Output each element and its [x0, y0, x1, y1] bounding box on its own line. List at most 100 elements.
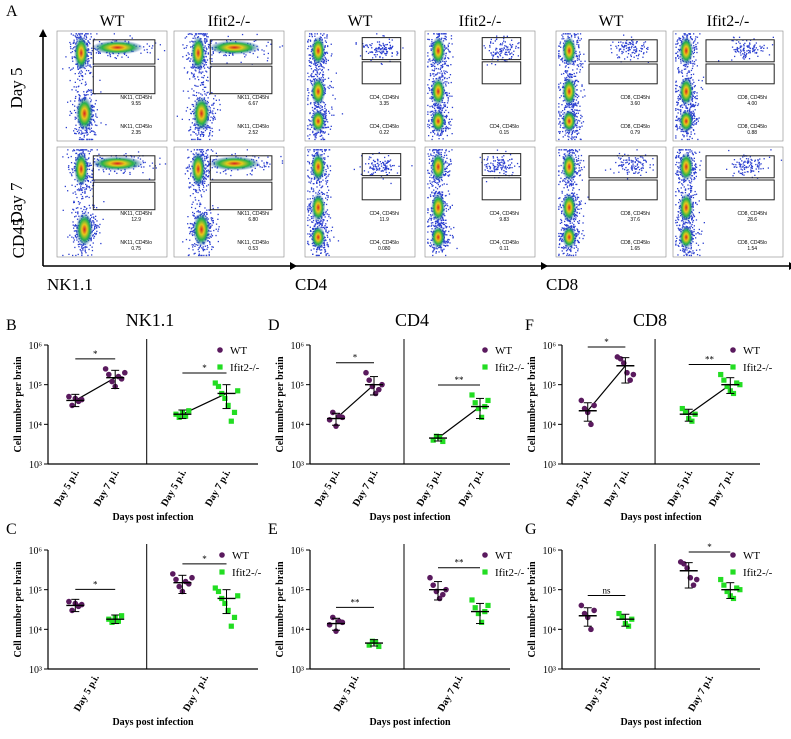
flow-dot	[245, 155, 248, 158]
flow-dot	[91, 93, 94, 95]
flow-dot	[203, 134, 205, 136]
flow-dot	[92, 204, 94, 206]
flow-dot	[89, 175, 91, 177]
flow-dot	[376, 169, 378, 171]
flow-dot	[440, 70, 442, 72]
flow-dot	[450, 124, 452, 126]
flow-dot	[371, 167, 373, 169]
flow-dot	[322, 132, 324, 134]
flow-dot	[204, 59, 206, 61]
flow-dot	[99, 52, 101, 54]
flow-dot	[211, 40, 213, 42]
flow-dot	[65, 56, 67, 58]
flow-dot	[88, 138, 90, 141]
flow-dot	[87, 64, 89, 67]
flow-dot	[212, 104, 214, 106]
flow-density-hotspot	[311, 77, 326, 106]
flow-dot	[218, 99, 220, 101]
flow-dot	[373, 160, 376, 163]
flow-dot	[267, 156, 269, 158]
flow-dot	[74, 132, 76, 134]
flow-dot	[211, 131, 214, 133]
y-marker-label: CD45	[9, 218, 28, 259]
flow-dot	[309, 233, 311, 235]
flow-dot	[494, 64, 497, 66]
flow-dot	[327, 155, 329, 158]
flow-dot	[99, 223, 101, 226]
flow-dot	[447, 45, 449, 48]
flow-dot	[433, 73, 435, 75]
flow-dot	[203, 156, 206, 158]
flow-dot	[211, 122, 213, 124]
flow-dot	[92, 235, 94, 237]
flow-dot	[64, 185, 66, 188]
flow-dot	[428, 88, 431, 90]
flow-dot	[192, 246, 194, 248]
flow-dot	[176, 115, 178, 117]
flow-dot	[79, 202, 81, 204]
flow-dot	[192, 244, 194, 246]
flow-dot	[203, 40, 206, 42]
flow-dot	[370, 174, 372, 176]
flow-dot	[200, 71, 202, 73]
flow-dot	[71, 168, 73, 170]
flow-dot	[323, 243, 326, 245]
flow-dot	[365, 50, 368, 53]
flow-dot	[375, 49, 377, 51]
flow-dot	[429, 58, 431, 60]
gate-lower	[92, 65, 156, 95]
flow-dot	[509, 53, 511, 55]
flow-dot	[324, 251, 326, 253]
flow-dot	[74, 116, 76, 118]
flow-dot	[252, 52, 254, 55]
flow-dot	[307, 233, 309, 235]
flow-dot	[327, 121, 329, 123]
flow-dot	[266, 163, 268, 165]
flow-dot	[322, 80, 324, 82]
flow-dot	[307, 127, 309, 130]
flow-dot	[81, 191, 84, 194]
flow-dot	[327, 195, 329, 197]
flow-dot	[388, 168, 390, 170]
flow-dot	[383, 45, 386, 48]
flow-dot	[211, 235, 214, 237]
flow-dot	[448, 118, 451, 120]
flow-dot	[432, 78, 434, 80]
flow-dot	[263, 164, 265, 166]
flow-dot	[265, 165, 267, 168]
flow-dot	[323, 193, 326, 195]
flow-dot	[333, 114, 335, 116]
flow-dot	[191, 233, 193, 235]
flow-dot	[324, 78, 326, 80]
flow-dot	[378, 43, 381, 46]
flow-dot	[67, 166, 70, 168]
flow-dot	[164, 163, 167, 165]
flow-dot	[213, 98, 215, 100]
flow-dot	[125, 54, 128, 57]
flow-dot	[113, 33, 115, 35]
flow-dot	[319, 36, 321, 38]
flow-dot	[321, 107, 323, 109]
gate-cd45lo-label-line: 0.53	[248, 246, 258, 252]
flow-dot	[209, 241, 211, 243]
flow-dot	[385, 47, 387, 49]
flow-dot	[225, 173, 227, 175]
flow-dot	[320, 138, 322, 141]
flow-dot	[263, 53, 265, 55]
flow-dot	[139, 158, 142, 160]
flow-dot	[189, 231, 191, 233]
flow-dot	[84, 149, 86, 151]
flow-dot	[65, 126, 67, 129]
flow-dot	[198, 253, 200, 255]
flow-dot	[323, 111, 326, 113]
flow-dot	[323, 102, 325, 104]
flow-dot	[203, 34, 205, 37]
flow-dot	[92, 234, 94, 236]
flow-dot	[435, 67, 438, 70]
flow-dot	[510, 44, 512, 47]
flow-dot	[341, 113, 344, 115]
flow-dot	[374, 171, 376, 173]
flow-dot	[91, 216, 93, 218]
